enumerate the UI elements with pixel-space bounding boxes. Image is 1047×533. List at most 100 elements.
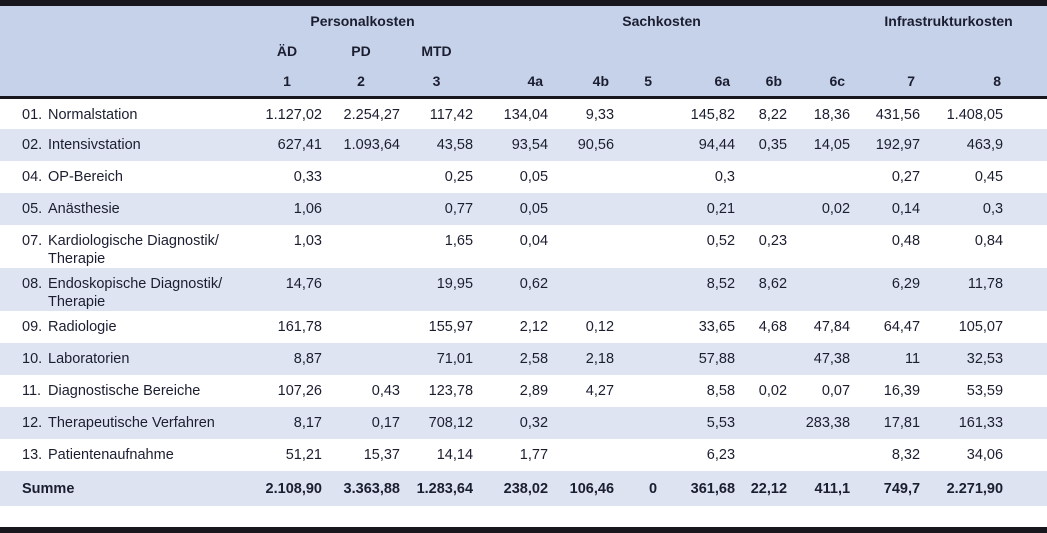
group-header-row: Personalkosten Sachkosten Infrastrukturk… <box>0 6 1047 36</box>
summary-value: 2.108,90 <box>265 480 322 497</box>
cell-value: 6,23 <box>706 447 736 463</box>
cell-value <box>787 439 850 471</box>
column-header-7: 7 <box>850 66 921 99</box>
cell-value: 0,14 <box>891 201 921 217</box>
cell-value: 0,17 <box>371 415 400 431</box>
summary-value: 3.363,88 <box>343 480 400 497</box>
cell-value: 463,9 <box>966 137 1004 153</box>
table-row: 05. Anästhesie 1,06 0,77 0,05 0,21 0,02 0,14 0,3 <box>0 193 1047 225</box>
cell-value <box>548 407 614 439</box>
cell-value <box>735 343 787 375</box>
row-label: Endoskopische Diagnostik/ Therapie <box>48 276 223 310</box>
cell-value: 0,43 <box>371 383 400 399</box>
column-header-8: 8 <box>920 66 1047 99</box>
cell-value: 107,26 <box>277 383 322 399</box>
row-label: Anästhesie <box>48 201 120 217</box>
cell-value: 0,3 <box>714 169 736 185</box>
cell-value: 14,76 <box>285 276 322 292</box>
cell-value: 0,27 <box>891 169 921 185</box>
header-spacer <box>0 6 252 36</box>
table-row: 12. Therapeutische Verfahren 8,17 0,17 708,1… <box>0 407 1047 439</box>
cell-value: 8,87 <box>293 351 322 367</box>
cell-value: 0,02 <box>821 201 851 217</box>
cell-value: 1.127,02 <box>265 106 322 123</box>
summary-value: 238,02 <box>503 480 549 497</box>
cell-value: 2,89 <box>519 383 549 399</box>
cell-value: 0,32 <box>519 415 549 431</box>
summary-value: 411,1 <box>814 480 851 497</box>
cell-value: 0,04 <box>519 233 549 249</box>
summary-value: 361,68 <box>690 480 736 497</box>
row-label: Laboratorien <box>48 351 130 367</box>
table-row: 02. Intensivstation 627,41 1.093,64 43,58 93,… <box>0 129 1047 161</box>
cell-value: 105,07 <box>958 319 1004 335</box>
cell-value: 64,47 <box>883 319 921 335</box>
cell-value: 5,53 <box>706 415 736 431</box>
cell-value: 47,84 <box>813 319 851 335</box>
cell-value: 8,22 <box>758 106 788 123</box>
cell-value: 14,05 <box>813 137 851 153</box>
cell-value <box>322 343 400 375</box>
cell-value <box>614 97 657 129</box>
cell-value: 161,78 <box>277 319 322 335</box>
summary-value: 106,46 <box>569 480 615 497</box>
cell-value: 145,82 <box>690 106 736 123</box>
table-row: 11. Diagnostische Bereiche 107,26 0,43 123,7… <box>0 375 1047 407</box>
row-label: Intensivstation <box>48 137 141 153</box>
row-number: 01. <box>22 106 43 123</box>
cell-value <box>614 439 657 471</box>
header-spacer <box>657 36 736 66</box>
cell-value: 0,21 <box>706 201 736 217</box>
cell-value <box>787 225 850 268</box>
cell-value: 8,58 <box>706 383 736 399</box>
cell-value: 117,42 <box>429 106 474 123</box>
cell-value <box>548 193 614 225</box>
cell-value: 18,36 <box>813 106 851 123</box>
table-footer: Summe 2.108,90 3.363,88 1.283,64 238,02 106,4… <box>0 471 1047 506</box>
summary-value: 749,7 <box>883 480 921 497</box>
cell-value: 2,58 <box>519 351 549 367</box>
row-label: OP-Bereich <box>48 169 123 185</box>
cell-value: 627,41 <box>277 137 322 153</box>
subheader-mtd: MTD <box>400 36 474 66</box>
table-row: 07. Kardiologische Diagnostik/ Therapie 1,… <box>0 225 1047 268</box>
header-spacer <box>735 36 788 66</box>
cell-value <box>322 193 400 225</box>
cell-value: 47,38 <box>813 351 851 367</box>
column-header-5: 5 <box>614 66 658 99</box>
cell-value: 34,06 <box>966 447 1004 463</box>
cell-value <box>614 129 657 161</box>
row-number: 11. <box>22 383 42 399</box>
column-header-1: 1 <box>252 66 322 99</box>
cell-value: 155,97 <box>428 319 474 335</box>
cell-value: 57,88 <box>698 351 736 367</box>
row-number: 10. <box>22 351 43 367</box>
column-header-3: 3 <box>400 66 474 99</box>
cell-value <box>614 193 657 225</box>
cell-value: 33,65 <box>698 319 736 335</box>
cell-value: 1,03 <box>293 233 322 249</box>
summary-value: 22,12 <box>750 480 788 497</box>
cell-value: 0,45 <box>974 169 1004 185</box>
row-label: Radiologie <box>48 319 117 335</box>
cost-matrix-table: Personalkosten Sachkosten Infrastrukturk… <box>0 6 1047 506</box>
cell-value: 9,33 <box>585 106 615 123</box>
table-row: 04. OP-Bereich 0,33 0,25 0,05 0,3 0,27 0,45 <box>0 161 1047 193</box>
cell-value <box>322 161 400 193</box>
table-row: 01. Normalstation 1.127,02 2.254,27 117,42 13… <box>0 97 1047 129</box>
cell-value <box>614 268 657 311</box>
cell-value <box>787 268 850 311</box>
cell-value: 0,3 <box>982 201 1004 217</box>
cell-value: 0,35 <box>758 137 788 153</box>
cell-value: 11 <box>904 351 921 367</box>
row-number: 13. <box>22 447 43 463</box>
cell-value: 134,04 <box>503 106 549 123</box>
cell-value: 0,77 <box>444 201 474 217</box>
cell-value: 1,77 <box>519 447 549 463</box>
group-header-infrastrukturkosten: Infrastrukturkosten <box>850 6 1047 36</box>
cell-value: 2,18 <box>585 351 615 367</box>
subheader-aed: ÄD <box>252 36 322 66</box>
row-label: Diagnostische Bereiche <box>48 383 201 399</box>
row-number: 08. <box>22 276 43 292</box>
